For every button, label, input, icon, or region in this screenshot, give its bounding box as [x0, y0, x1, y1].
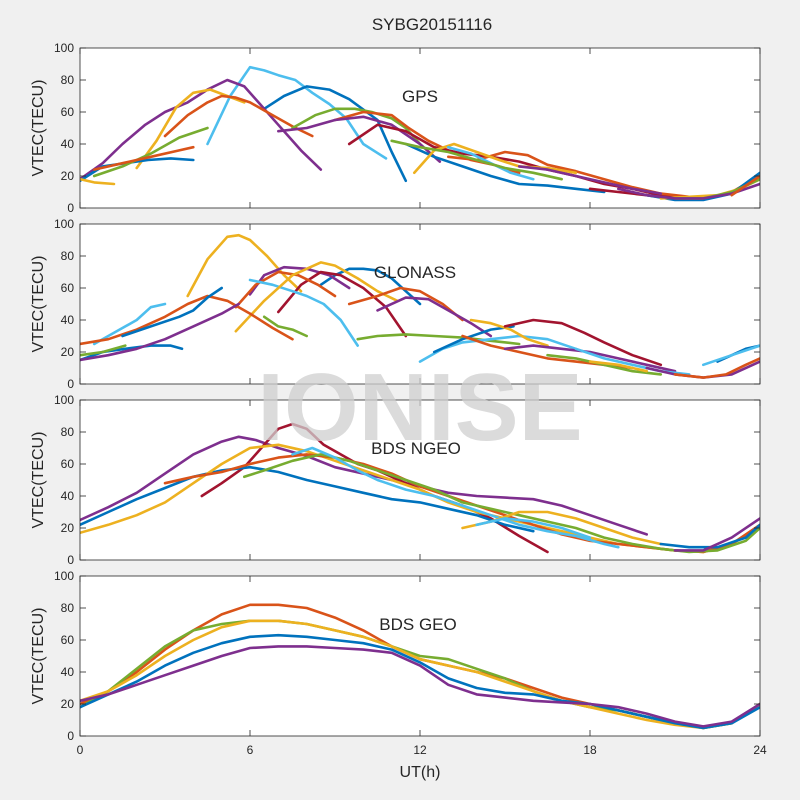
- series-line: [80, 619, 760, 730]
- y-tick-label: 40: [61, 489, 75, 503]
- y-tick-label: 60: [61, 281, 75, 295]
- series-line: [291, 107, 422, 146]
- series-line: [80, 465, 535, 533]
- x-tick-label: 24: [753, 743, 767, 757]
- series-line: [234, 261, 399, 333]
- series-line: [588, 360, 649, 373]
- panel-2: 0 20 40 60 80 100 VTEC(TECU) GLONASS: [30, 217, 761, 391]
- y-axis-label: VTEC(TECU): [30, 80, 47, 177]
- y-tick-label: 0: [67, 553, 74, 567]
- y-tick-label: 0: [67, 729, 74, 743]
- y-tick-label: 100: [54, 41, 74, 55]
- series-line: [404, 142, 606, 194]
- panel-4: 0 20 40 60 80 100 0 6 12 18 24 VTEC(TECU) BDS GEO: [30, 569, 767, 757]
- series-line: [163, 94, 314, 138]
- y-tick-label: 40: [61, 313, 75, 327]
- y-tick-label: 80: [61, 425, 75, 439]
- series-line: [673, 517, 760, 552]
- series-line: [92, 302, 167, 346]
- series-line: [276, 115, 442, 163]
- y-tick-label: 100: [54, 217, 74, 231]
- series-group: [80, 603, 760, 730]
- y-tick-label: 100: [54, 569, 74, 583]
- series-line: [80, 435, 649, 536]
- y-tick-label: 20: [61, 697, 75, 711]
- y-axis-label: VTEC(TECU): [30, 256, 47, 353]
- series-line: [546, 353, 663, 376]
- figure-title: SYBG20151116: [372, 15, 492, 34]
- series-group: [80, 422, 760, 554]
- series-line: [503, 318, 663, 367]
- series-group: [80, 65, 760, 202]
- series-line: [469, 318, 549, 347]
- x-tick-label: 0: [77, 743, 84, 757]
- y-tick-label: 80: [61, 601, 75, 615]
- y-tick-label: 100: [54, 393, 74, 407]
- y-tick-label: 20: [61, 521, 75, 535]
- series-line: [347, 286, 464, 322]
- y-tick-label: 40: [61, 665, 75, 679]
- panel-label: GPS: [402, 87, 438, 106]
- series-line: [80, 294, 294, 346]
- y-tick-label: 80: [61, 249, 75, 263]
- y-tick-label: 0: [67, 377, 74, 391]
- series-line: [701, 344, 760, 367]
- series-line: [356, 333, 521, 346]
- y-tick-label: 80: [61, 73, 75, 87]
- series-line: [121, 286, 223, 338]
- panel-1: 0 20 40 60 80 100 VTEC(TECU) GPS: [30, 41, 761, 215]
- panel-label: BDS NGEO: [371, 439, 461, 458]
- y-tick-label: 60: [61, 457, 75, 471]
- series-line: [291, 446, 620, 549]
- series-line: [503, 344, 677, 373]
- series-line: [248, 265, 351, 296]
- series-line: [730, 174, 760, 197]
- series-line: [92, 126, 209, 178]
- y-tick-label: 40: [61, 137, 75, 151]
- series-line: [80, 302, 240, 362]
- y-tick-label: 60: [61, 633, 75, 647]
- series-line: [659, 523, 760, 549]
- y-axis-label: VTEC(TECU): [30, 608, 47, 705]
- series-line: [234, 270, 337, 309]
- series-line: [517, 165, 663, 195]
- x-tick-label: 18: [583, 743, 597, 757]
- x-tick-label: 12: [413, 743, 427, 757]
- series-line: [262, 315, 309, 338]
- series-line: [80, 344, 127, 357]
- series-line: [80, 645, 760, 728]
- panel-label: GLONASS: [374, 263, 456, 282]
- plot-area: [80, 48, 760, 208]
- series-line: [206, 65, 388, 160]
- series-line: [92, 145, 195, 171]
- series-line: [248, 278, 360, 347]
- panel-label: BDS GEO: [379, 615, 456, 634]
- series-line: [376, 296, 493, 338]
- x-axis-label: UT(h): [400, 764, 441, 781]
- y-tick-label: 20: [61, 345, 75, 359]
- series-line: [390, 139, 564, 181]
- y-tick-label: 20: [61, 169, 75, 183]
- series-line: [80, 177, 116, 186]
- series-line: [262, 85, 408, 183]
- y-tick-label: 0: [67, 201, 74, 215]
- x-tick-label: 6: [247, 743, 254, 757]
- y-axis-label: VTEC(TECU): [30, 432, 47, 529]
- series-line: [80, 633, 760, 730]
- series-group: [80, 233, 760, 379]
- panel-3: 0 20 40 60 80 100 VTEC(TECU) BDS NGEO: [30, 393, 761, 567]
- y-tick-label: 60: [61, 105, 75, 119]
- series-line: [475, 517, 592, 539]
- series-line: [673, 357, 760, 379]
- watermark-text: IONISE: [257, 354, 582, 461]
